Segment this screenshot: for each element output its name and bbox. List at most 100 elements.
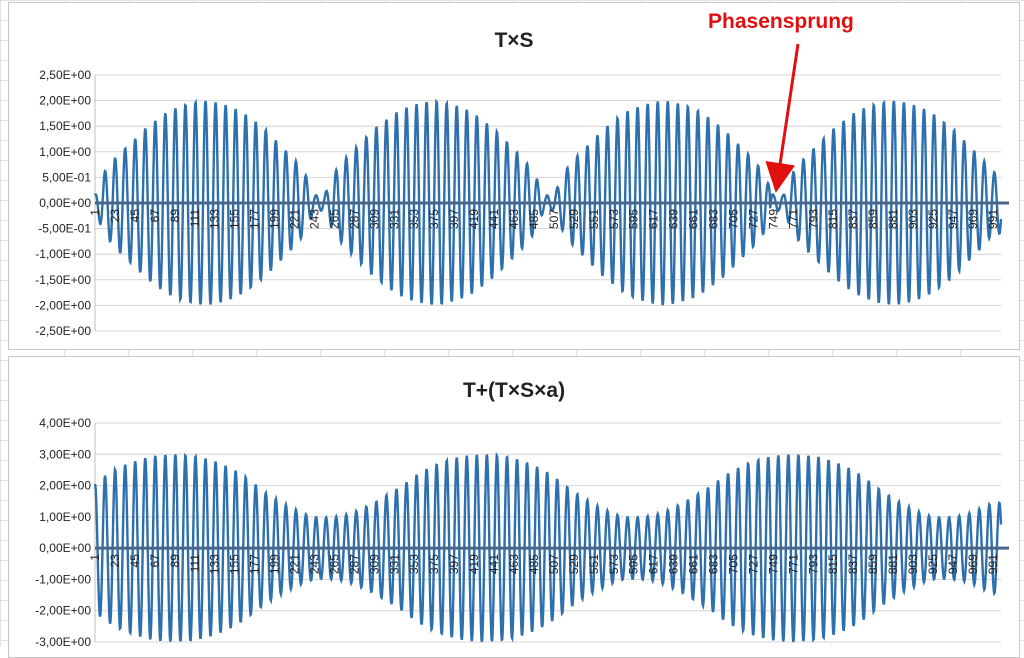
chart-title: T+(T×S×a) xyxy=(462,379,566,402)
x-tick-label: 463 xyxy=(507,209,521,229)
y-tick-label: -2,00E+00 xyxy=(35,298,91,312)
x-tick-label: 375 xyxy=(427,554,441,574)
y-tick-label: 1,00E+00 xyxy=(39,510,91,524)
y-tick-label: 0,00E+00 xyxy=(39,196,91,210)
x-tick-label: 859 xyxy=(866,209,880,229)
x-tick-label: 199 xyxy=(268,554,282,574)
x-tick-label: 551 xyxy=(587,554,601,574)
x-tick-label: 1 xyxy=(88,554,102,561)
x-tick-label: 419 xyxy=(467,554,481,574)
x-tick-label: 661 xyxy=(687,209,701,229)
x-tick-label: 661 xyxy=(687,554,701,574)
x-tick-label: 793 xyxy=(806,209,820,229)
x-tick-label: 243 xyxy=(308,209,322,229)
x-tick-label: 177 xyxy=(248,209,262,229)
x-tick-label: 925 xyxy=(926,209,940,229)
y-tick-label: -1,00E+00 xyxy=(35,572,91,586)
x-tick-label: 199 xyxy=(268,209,282,229)
x-tick-label: 595 xyxy=(627,554,641,574)
x-tick-label: 221 xyxy=(288,554,302,574)
x-tick-label: 705 xyxy=(727,554,741,574)
x-tick-label: 23 xyxy=(108,554,122,568)
x-tick-label: 45 xyxy=(128,209,142,223)
x-tick-label: 397 xyxy=(447,554,461,574)
y-tick-label: 5,00E-01 xyxy=(42,170,91,184)
y-tick-label: 2,00E+00 xyxy=(39,479,91,493)
y-tick-label: -2,00E+00 xyxy=(35,604,91,618)
y-tick-label: -1,00E+00 xyxy=(35,247,91,261)
x-tick-label: 529 xyxy=(567,554,581,574)
y-tick-label: 3,00E+00 xyxy=(39,447,91,461)
x-tick-label: 353 xyxy=(407,209,421,229)
x-tick-label: 67 xyxy=(148,554,162,568)
x-tick-label: 353 xyxy=(407,554,421,574)
x-tick-label: 771 xyxy=(786,209,800,229)
x-tick-label: 749 xyxy=(766,554,780,574)
x-tick-label: 683 xyxy=(707,554,721,574)
x-tick-label: 969 xyxy=(966,209,980,229)
x-tick-label: 749 xyxy=(766,209,780,229)
x-tick-label: 815 xyxy=(826,554,840,574)
series-line xyxy=(93,98,1003,306)
x-tick-label: 287 xyxy=(347,554,361,574)
x-tick-label: 309 xyxy=(367,209,381,229)
x-tick-label: 837 xyxy=(846,554,860,574)
chart-txs[interactable]: T×S 2,50E+00 2,00E+00 1,50E+00 1,00E+00 5,00… xyxy=(8,2,1020,350)
x-tick-label: 375 xyxy=(427,209,441,229)
y-tick-label: 0,00E+00 xyxy=(39,541,91,555)
x-tick-label: 551 xyxy=(587,209,601,229)
x-tick-label: 133 xyxy=(208,554,222,574)
x-tick-label: 991 xyxy=(986,554,1000,574)
x-tick-label: 727 xyxy=(746,209,760,229)
x-tick-label: 859 xyxy=(866,554,880,574)
x-tick-label: 771 xyxy=(786,554,800,574)
y-tick-label: 2,00E+00 xyxy=(39,94,91,108)
x-tick-label: 89 xyxy=(168,209,182,223)
y-tick-label: 4,00E+00 xyxy=(39,416,91,430)
x-tick-label: 925 xyxy=(926,554,940,574)
phasensprung-annotation: Phasensprung xyxy=(708,10,854,33)
x-tick-label: 331 xyxy=(387,209,401,229)
x-tick-label: 617 xyxy=(647,209,661,229)
x-tick-label: 815 xyxy=(826,209,840,229)
x-tick-label: 177 xyxy=(248,554,262,574)
x-tick-label: 881 xyxy=(886,554,900,574)
x-tick-label: 441 xyxy=(487,554,501,574)
x-tick-label: 287 xyxy=(347,209,361,229)
x-tick-label: 793 xyxy=(806,554,820,574)
chart-t-plus-txsa[interactable]: T+(T×S×a) 4,00E+00 3,00E+00 2,00E+00 1,00E+… xyxy=(8,356,1020,658)
x-tick-label: 639 xyxy=(667,554,681,574)
x-tick-label: 155 xyxy=(228,209,242,229)
x-tick-label: 573 xyxy=(607,554,621,574)
x-tick-label: 705 xyxy=(727,209,741,229)
y-tick-label: -1,50E+00 xyxy=(35,273,91,287)
x-tick-label: 639 xyxy=(667,209,681,229)
series-line xyxy=(93,451,1003,643)
x-tick-label: 837 xyxy=(846,209,860,229)
y-tick-label: 2,50E+00 xyxy=(39,68,91,82)
x-tick-label: 507 xyxy=(547,209,561,229)
x-tick-label: 155 xyxy=(228,554,242,574)
x-tick-label: 881 xyxy=(886,209,900,229)
x-tick-label: 243 xyxy=(308,554,322,574)
y-tick-label: -2,50E+00 xyxy=(35,324,91,338)
x-tick-label: 309 xyxy=(367,554,381,574)
x-tick-label: 991 xyxy=(986,209,1000,229)
x-tick-label: 441 xyxy=(487,209,501,229)
x-tick-label: 111 xyxy=(188,209,202,228)
x-tick-label: 573 xyxy=(607,209,621,229)
x-tick-label: 683 xyxy=(707,209,721,229)
x-tick-label: 419 xyxy=(467,209,481,229)
x-tick-label: 617 xyxy=(647,554,661,574)
x-tick-label: 485 xyxy=(527,209,541,229)
x-tick-label: 111 xyxy=(188,554,202,573)
x-tick-label: 903 xyxy=(906,554,920,574)
x-tick-label: 463 xyxy=(507,554,521,574)
x-tick-label: 529 xyxy=(567,209,581,229)
x-tick-label: 67 xyxy=(148,209,162,223)
x-tick-label: 727 xyxy=(746,554,760,574)
y-tick-label: 1,50E+00 xyxy=(39,119,91,133)
x-tick-label: 265 xyxy=(327,209,341,229)
x-tick-label: 89 xyxy=(168,554,182,568)
